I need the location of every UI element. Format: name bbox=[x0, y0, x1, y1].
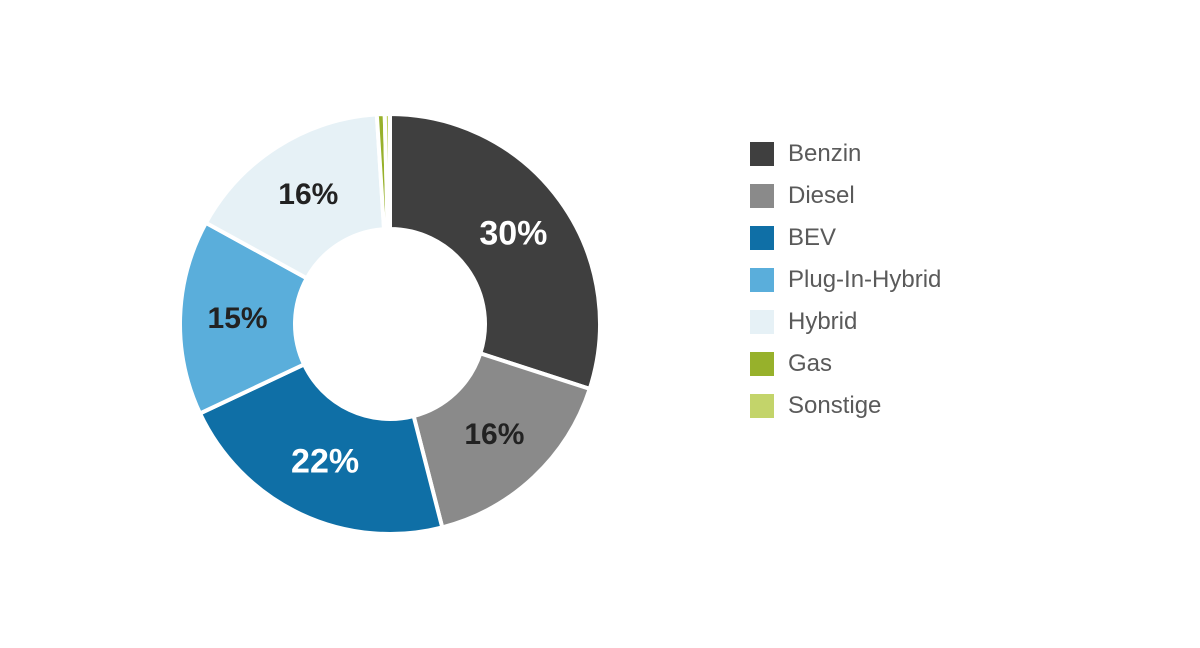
legend-label-gas: Gas bbox=[788, 350, 832, 378]
legend-swatch-hybrid bbox=[750, 310, 774, 334]
pct-label-bev: 22% bbox=[291, 442, 359, 481]
donut-chart: 30% 16% 22% 15% 16% bbox=[140, 74, 640, 574]
legend-item-diesel: Diesel bbox=[750, 182, 941, 210]
legend-swatch-diesel bbox=[750, 184, 774, 208]
chart-stage: 30% 16% 22% 15% 16% Benzin Diesel BEV Plug-In-H… bbox=[0, 0, 1200, 648]
legend-label-diesel: Diesel bbox=[788, 182, 855, 210]
legend-item-benzin: Benzin bbox=[750, 140, 941, 168]
legend-label-hybrid: Hybrid bbox=[788, 308, 857, 336]
legend-label-benzin: Benzin bbox=[788, 140, 861, 168]
legend-swatch-benzin bbox=[750, 142, 774, 166]
legend-label-plugin: Plug-In-Hybrid bbox=[788, 266, 941, 294]
pct-label-diesel: 16% bbox=[464, 418, 524, 452]
legend-label-bev: BEV bbox=[788, 224, 836, 252]
legend-swatch-plugin bbox=[750, 268, 774, 292]
legend-label-sonstige: Sonstige bbox=[788, 392, 881, 420]
legend-item-hybrid: Hybrid bbox=[750, 308, 941, 336]
pct-label-hybrid: 16% bbox=[278, 178, 338, 212]
legend-swatch-gas bbox=[750, 352, 774, 376]
slice-sonstige bbox=[385, 114, 390, 229]
pct-label-plugin: 15% bbox=[208, 302, 268, 336]
legend-item-plugin: Plug-In-Hybrid bbox=[750, 266, 941, 294]
legend: Benzin Diesel BEV Plug-In-Hybrid Hybrid Gas So… bbox=[750, 140, 941, 434]
legend-swatch-bev bbox=[750, 226, 774, 250]
legend-item-gas: Gas bbox=[750, 350, 941, 378]
legend-item-sonstige: Sonstige bbox=[750, 392, 941, 420]
pct-label-benzin: 30% bbox=[479, 215, 547, 254]
legend-item-bev: BEV bbox=[750, 224, 941, 252]
legend-swatch-sonstige bbox=[750, 394, 774, 418]
